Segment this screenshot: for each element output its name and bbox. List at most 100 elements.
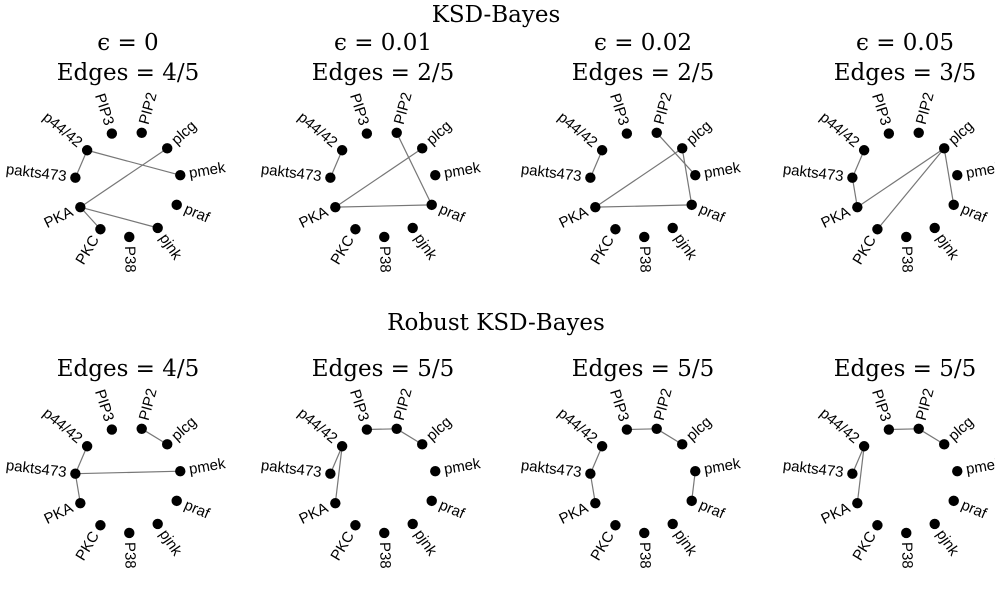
node-plcg [677,143,688,154]
node-label: p44/42 [39,109,85,151]
node-label: PKA [819,499,853,527]
node-label: P38 [121,246,139,273]
node-p38 [124,527,135,539]
node-pip3 [883,128,895,139]
graph-panel: Edges = 5/5 PIP2 plcg pmek praf pjnk P38 PKCPKA… [260,356,482,569]
node-label: plcg [683,117,715,148]
node-pip3 [361,128,373,139]
node-label: pmek [443,159,482,182]
graph-edge [856,446,865,504]
graph-edge [335,204,432,208]
node-label: pjnk [933,231,963,264]
graph-panel: Edges = 4/5 PIP2 plcg pmek praf pjnk P38 PKCPKA… [5,356,227,569]
node-label: plcg [945,413,977,444]
graph-edge [943,148,955,205]
node-label: PKA [42,499,76,527]
node-pakts473 [325,468,336,479]
node-label: pjnk [671,231,701,264]
node-pip2 [136,127,147,139]
node-label: P38 [376,246,394,273]
node-praf [426,199,437,211]
node-label: PIP2 [391,90,416,126]
node-label: PKC [849,528,880,563]
node-label: PIP3 [868,387,894,423]
bottom-section-title: Robust KSD-Bayes [387,310,605,336]
epsilon-label: ϵ = 0.01 [334,30,432,56]
node-pakts473 [70,468,81,479]
node-label: pjnk [156,231,186,264]
edges-count-label: Edges = 5/5 [312,356,455,382]
node-plcg [417,143,428,154]
node-label: PKA [557,203,591,231]
node-label: PKC [72,528,103,563]
node-label: pakts473 [5,161,67,185]
node-label: p44/42 [554,109,600,151]
node-label: plcg [945,117,977,148]
node-label: praf [182,497,213,523]
node-label: PIP2 [651,90,676,126]
node-label: pmek [965,455,995,478]
node-label: pmek [188,455,227,478]
graph-edge [681,148,693,205]
node-p44-42 [81,145,93,156]
node-label: PKA [42,203,76,231]
node-praf [171,495,182,507]
node-label: PKC [327,528,358,563]
node-label: pakts473 [520,161,582,185]
node-label: PKC [587,528,618,563]
node-p44-42 [336,145,348,156]
node-plcg [939,439,950,450]
node-label: pmek [188,159,227,182]
node-p44-42 [858,441,870,452]
node-pip3 [621,128,633,139]
node-pip3 [621,424,633,435]
node-plcg [162,439,173,450]
node-label: P38 [376,542,394,569]
node-label: PKC [327,232,358,267]
graph-edge [80,206,158,229]
node-label: PIP2 [651,386,676,422]
node-label: PKA [557,499,591,527]
node-praf [948,495,959,507]
node-label: P38 [898,246,916,273]
epsilon-label: ϵ = 0.02 [594,30,692,56]
node-pmek [690,466,701,477]
node-pkc [95,520,106,531]
node-label: PIP2 [391,386,416,422]
node-p38 [901,231,912,243]
node-label: PIP3 [346,91,372,127]
node-plcg [162,143,173,154]
graph-panel: ϵ = 0 Edges = 4/5 PIP2 plcg pmek praf pjnk P38 P… [5,30,227,273]
node-label: PIP3 [606,91,632,127]
node-label: PKA [297,203,331,231]
node-plcg [417,439,428,450]
node-label: p44/42 [294,109,340,151]
node-label: pakts473 [520,457,582,481]
node-label: p44/42 [816,109,862,151]
graph-edge [595,204,692,208]
edges-count-label: Edges = 4/5 [57,60,200,86]
node-label: P38 [636,542,654,569]
node-label: praf [182,201,213,227]
node-pip3 [106,128,118,139]
node-pakts473 [325,172,336,183]
node-label: P38 [121,542,139,569]
node-pakts473 [847,468,858,479]
node-pjnk [667,222,678,234]
node-label: PIP3 [868,91,894,127]
graph-panel: ϵ = 0.02 Edges = 2/5 PIP2 plcg pmek praf pjnk P… [520,30,742,273]
top-section-title: KSD-Bayes [432,2,561,28]
node-pkc [350,520,361,531]
node-plcg [939,143,950,154]
node-label: plcg [168,413,200,444]
node-pkc [95,224,106,235]
node-plcg [677,439,688,450]
node-pmek [175,466,186,477]
node-pip2 [651,127,662,139]
node-label: praf [437,497,468,523]
node-pakts473 [585,468,596,479]
node-label: pjnk [933,527,963,560]
node-pjnk [929,222,940,234]
node-label: plcg [423,413,455,444]
node-p44-42 [336,441,348,452]
